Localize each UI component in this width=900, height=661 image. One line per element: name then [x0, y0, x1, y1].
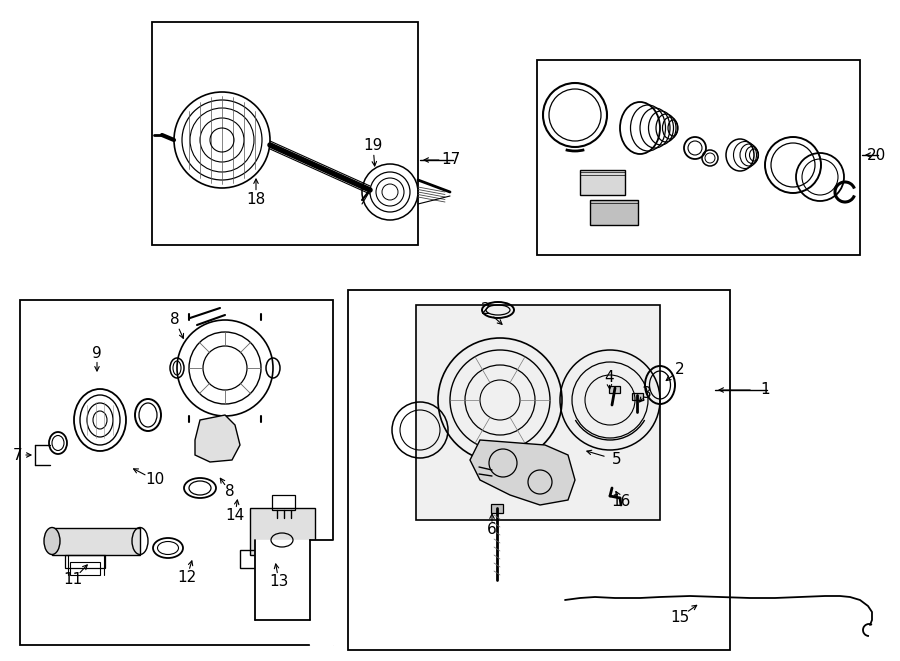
Text: 15: 15 — [670, 609, 689, 625]
Text: 11: 11 — [63, 572, 83, 588]
Text: 6: 6 — [487, 522, 497, 537]
Text: 14: 14 — [225, 508, 245, 522]
Bar — [609, 386, 620, 393]
Text: 9: 9 — [92, 346, 102, 360]
Bar — [537, 60, 860, 255]
Bar — [590, 200, 638, 225]
Bar — [20, 300, 333, 645]
Polygon shape — [255, 540, 333, 645]
Text: 19: 19 — [364, 137, 382, 153]
Text: 20: 20 — [867, 147, 886, 163]
Bar — [491, 504, 503, 513]
Text: 10: 10 — [146, 473, 165, 488]
Text: 1: 1 — [760, 383, 770, 397]
Bar — [348, 290, 730, 650]
Text: 18: 18 — [247, 192, 266, 208]
Text: 8: 8 — [225, 485, 235, 500]
Ellipse shape — [44, 527, 60, 555]
Bar — [70, 562, 100, 575]
Polygon shape — [470, 440, 575, 505]
Text: 13: 13 — [269, 574, 289, 590]
Bar — [240, 550, 320, 568]
Text: 3: 3 — [642, 385, 652, 401]
Text: 5: 5 — [612, 453, 622, 467]
Bar — [416, 305, 660, 520]
Bar — [272, 495, 295, 510]
Text: 2: 2 — [482, 303, 490, 317]
Bar — [152, 22, 418, 245]
Text: 2: 2 — [675, 362, 685, 377]
Text: 12: 12 — [177, 570, 196, 584]
Polygon shape — [195, 415, 240, 462]
Text: 8: 8 — [170, 313, 180, 327]
Bar — [580, 170, 625, 195]
Bar — [65, 555, 105, 568]
Bar — [52, 528, 140, 555]
Bar — [250, 508, 315, 555]
Text: 16: 16 — [611, 494, 631, 508]
Text: 7: 7 — [14, 447, 22, 463]
Bar — [632, 393, 643, 400]
Text: 4: 4 — [604, 371, 614, 385]
Text: 17: 17 — [441, 153, 461, 167]
